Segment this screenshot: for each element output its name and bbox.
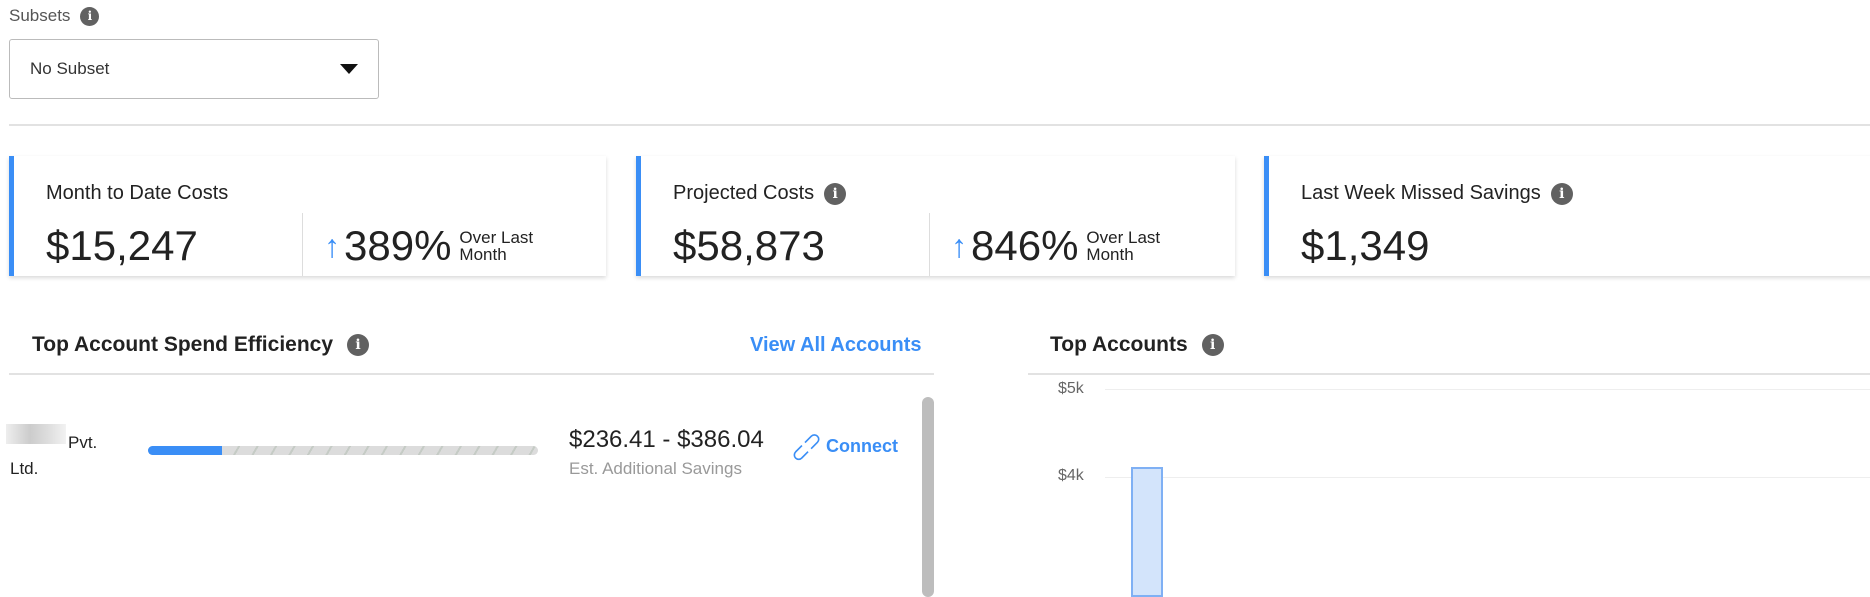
info-icon[interactable]: i [347, 334, 370, 356]
chart-bar[interactable] [1131, 467, 1163, 597]
arrow-up-icon: ↑ [324, 227, 340, 264]
subset-dropdown[interactable]: No Subset [9, 39, 379, 99]
card-projected-costs: Projected Costs i $58,873 ↑ 846% Over Last … [636, 156, 1235, 276]
card-month-to-date: Month to Date Costs $15,247 ↑ 389% Over La… [9, 156, 606, 276]
arrow-up-icon: ↑ [951, 227, 967, 264]
card-missed-savings: Last Week Missed Savings i $1,349 [1264, 156, 1870, 276]
y-tick: $5k [1058, 380, 1084, 397]
gridline [1105, 389, 1870, 390]
savings-range: $236.41 - $386.04 [569, 426, 764, 453]
info-icon[interactable]: i [824, 182, 847, 205]
link-icon: ⊂⊃ [784, 424, 828, 469]
divider [9, 124, 1870, 126]
top-accounts-title: Top Accounts i [1050, 333, 1224, 357]
info-icon[interactable]: i [1550, 182, 1573, 205]
redacted-name [6, 424, 66, 444]
caret-down-icon [340, 64, 358, 74]
account-name[interactable]: Pvt. Ltd. [10, 433, 98, 478]
gridline [1105, 477, 1870, 478]
info-icon[interactable]: i [1201, 334, 1224, 356]
scrollbar[interactable] [922, 397, 934, 597]
connect-button[interactable]: Connect [826, 436, 898, 456]
info-icon[interactable]: i [80, 6, 100, 26]
view-all-accounts-link[interactable]: View All Accounts [750, 334, 922, 356]
efficiency-progress-bar [148, 446, 538, 455]
subsets-label: Subsets i [9, 6, 100, 26]
y-tick: $4k [1058, 467, 1084, 484]
efficiency-title: Top Account Spend Efficiency i [32, 333, 370, 357]
